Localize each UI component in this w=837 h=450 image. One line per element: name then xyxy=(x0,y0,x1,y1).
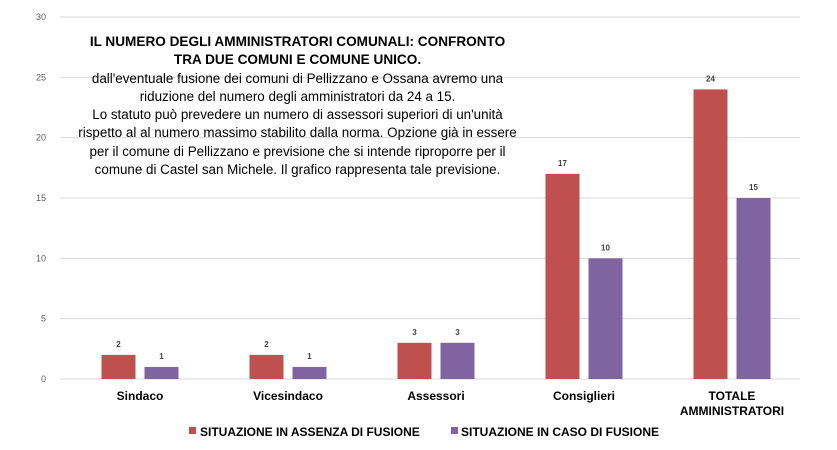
gridlines xyxy=(60,16,800,380)
data-label: 10 xyxy=(601,243,610,252)
y-axis-ticks: 0 5 10 15 20 25 30 xyxy=(36,12,46,384)
category-labels: Sindaco Vicesindaco Assessori Consiglieri TO… xyxy=(117,389,784,418)
category-label: AMMINISTRATORI xyxy=(680,404,784,418)
legend-label-absence: SITUAZIONE IN ASSENZA DI FUSIONE xyxy=(200,425,420,439)
legend-swatch-fusion xyxy=(451,427,458,434)
data-label: 2 xyxy=(264,340,269,349)
data-label: 24 xyxy=(706,74,715,83)
bar xyxy=(397,342,432,379)
category-label: Consiglieri xyxy=(553,389,615,403)
legend-swatch-absence xyxy=(189,427,196,434)
y-tick-label: 25 xyxy=(36,72,46,82)
bar xyxy=(292,366,327,379)
annotation-title: IL NUMERO DEGLI AMMINISTRATORI COMUNALI:… xyxy=(89,34,506,68)
category-label: Assessori xyxy=(407,389,464,403)
bar xyxy=(144,366,179,379)
category-label: TOTALE xyxy=(709,389,756,403)
bar xyxy=(249,354,284,379)
y-tick-label: 10 xyxy=(36,253,46,263)
data-label: 15 xyxy=(749,183,758,192)
data-label: 1 xyxy=(159,352,164,361)
annotation-text-2: Lo statuto può prevedere un numero di as… xyxy=(78,107,517,178)
bar xyxy=(693,89,728,380)
chart-annotation: IL NUMERO DEGLI AMMINISTRATORI COMUNALI:… xyxy=(75,33,520,179)
y-tick-label: 15 xyxy=(36,193,46,203)
y-tick-label: 30 xyxy=(36,12,46,22)
data-label: 17 xyxy=(558,159,567,168)
bars xyxy=(101,89,771,380)
y-tick-label: 20 xyxy=(36,133,46,143)
bar xyxy=(736,198,771,379)
bar xyxy=(440,342,475,379)
annotation-text-1: dall'eventuale fusione dei comuni di Pel… xyxy=(91,70,504,104)
bar xyxy=(101,354,136,379)
category-label: Vicesindaco xyxy=(253,389,323,403)
legend-label-fusion: SITUAZIONE IN CASO DI FUSIONE xyxy=(461,425,659,439)
legend: SITUAZIONE IN ASSENZA DI FUSIONE SITUAZI… xyxy=(189,425,659,439)
bar xyxy=(545,173,580,379)
data-label: 3 xyxy=(412,328,417,337)
data-label: 1 xyxy=(307,352,312,361)
data-label: 2 xyxy=(116,340,121,349)
bar xyxy=(588,258,623,379)
data-label: 3 xyxy=(455,328,460,337)
category-label: Sindaco xyxy=(117,389,164,403)
y-tick-label: 0 xyxy=(41,374,46,384)
data-labels: 2 1 2 1 3 3 17 10 24 15 xyxy=(116,74,758,361)
y-tick-label: 5 xyxy=(41,314,46,324)
